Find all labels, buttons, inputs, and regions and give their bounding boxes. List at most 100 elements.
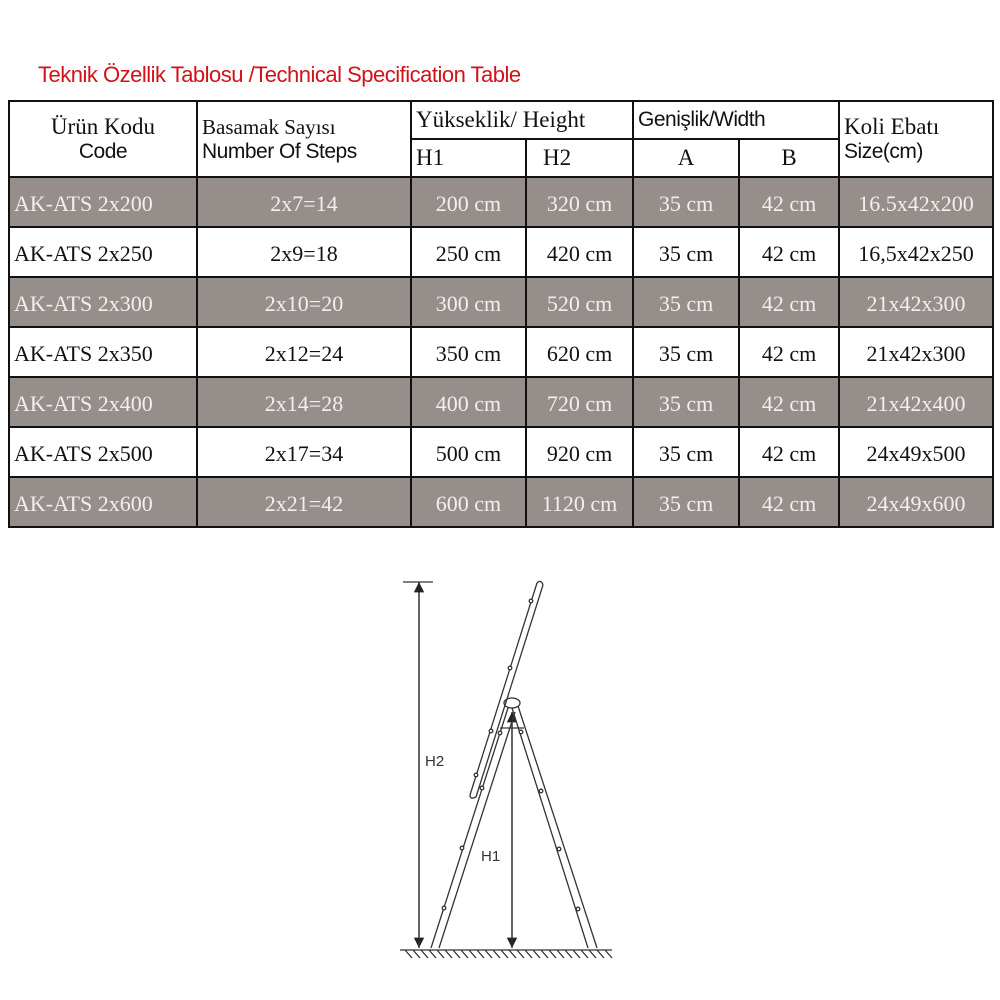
rung-rivet [488,728,494,734]
table-row: AK-ATS 2x600 2x21=42 600 cm 1120 cm 35 cm 42 … [8,476,995,528]
cell-code: AK-ATS 2x200 [8,176,198,228]
cell-b: 42 cm [738,226,841,278]
header-steps-tr: Basamak Sayısı [202,114,336,139]
cell-b: 42 cm [738,376,841,428]
cell-h2: 920 cm [524,426,635,478]
rung-rivet [575,906,581,912]
cell-b: 42 cm [738,426,841,478]
header-steps-en: Number Of Steps [202,139,357,163]
rung-rivet [479,785,485,791]
rung-rivet [459,845,465,851]
h1-label: H1 [481,848,500,865]
cell-code: AK-ATS 2x400 [8,376,198,428]
cell-steps: 2x14=28 [196,376,412,428]
cell-h1: 200 cm [410,176,527,228]
cell-steps: 2x21=42 [196,476,412,528]
cell-size: 24x49x500 [838,426,995,478]
cell-h1: 300 cm [410,276,527,328]
rung-rivet [473,772,479,778]
ground-hatch [588,949,597,959]
cell-steps: 2x10=20 [196,276,412,328]
ground-hatch [444,949,453,959]
cell-h2: 620 cm [524,326,635,378]
header-row-1: Ürün Kodu Code Basamak Sayısı Number Of St… [8,100,995,178]
ground-hatch [484,949,493,959]
header-box-size: Koli Ebatı Size(cm) [838,100,995,178]
cell-size: 24x49x600 [838,476,995,528]
ground-hatch [452,949,461,959]
cell-code: AK-ATS 2x350 [8,326,198,378]
cell-a: 35 cm [632,326,741,378]
page-title: Teknik Özellik Tablosu /Technical Specif… [38,62,521,87]
ground-hatch [580,949,589,959]
cell-h2: 720 cm [524,376,635,428]
rung-rivet [528,598,534,604]
ground-hatch [412,949,421,959]
spec-table: Ürün Kodu Code Basamak Sayısı Number Of St… [8,100,995,528]
cell-h1: 400 cm [410,376,527,428]
ground-hatch [508,949,517,959]
header-code-en: Code [78,140,128,163]
table-row: AK-ATS 2x200 2x7=14 200 cm 320 cm 35 cm 42 cm… [8,176,995,228]
cell-steps: 2x17=34 [196,426,412,478]
ground-hatch [596,949,605,959]
ground-hatch [436,949,445,959]
header-a: A [632,138,741,178]
cell-b: 42 cm [738,476,841,528]
a-frame-front [430,707,516,949]
ground-hatch [540,949,549,959]
rung-rivet [441,905,447,911]
hinge [503,697,521,709]
ground-hatching [404,949,613,959]
cell-code: AK-ATS 2x300 [8,276,198,328]
cell-h1: 250 cm [410,226,527,278]
cell-b: 42 cm [738,276,841,328]
cell-a: 35 cm [632,476,741,528]
header-row-2: H1 H2 A B [9,138,993,178]
cell-b: 42 cm [738,326,841,378]
cell-a: 35 cm [632,226,741,278]
cell-code: AK-ATS 2x250 [8,226,198,278]
cell-size: 21x42x300 [838,326,995,378]
cell-a: 35 cm [632,376,741,428]
ground-hatch [404,949,413,959]
header-width: Genişlik/Width [632,100,841,140]
table-row: AK-ATS 2x500 2x17=34 500 cm 920 cm 35 cm 42 c… [8,426,995,478]
ground-hatch [532,949,541,959]
ground-hatch [516,949,525,959]
ground-hatch [548,949,557,959]
header-code: Ürün Kodu Code [8,100,198,178]
cell-code: AK-ATS 2x600 [8,476,198,528]
cell-size: 21x42x300 [838,276,995,328]
cell-h2: 1120 cm [524,476,635,528]
rung-rivet [497,730,503,736]
header-box-tr: Koli Ebatı [844,114,940,139]
cell-b: 42 cm [738,176,841,228]
extension-ladder [469,580,544,799]
rung-rivet [518,729,524,735]
table-row: AK-ATS 2x300 2x10=20 300 cm 520 cm 35 cm 42 c… [8,276,995,328]
ground-hatch [500,949,509,959]
header-h1: H1 [410,138,527,178]
cell-steps: 2x7=14 [196,176,412,228]
ground-hatch [556,949,565,959]
table-row: AK-ATS 2x400 2x14=28 400 cm 720 cm 35 cm 42 c… [8,376,995,428]
cell-size: 16.5x42x200 [838,176,995,228]
cell-a: 35 cm [632,426,741,478]
cell-h2: 520 cm [524,276,635,328]
cell-h2: 320 cm [524,176,635,228]
cell-h1: 350 cm [410,326,527,378]
header-steps: Basamak Sayısı Number Of Steps [196,100,412,178]
cell-size: 16,5x42x250 [838,226,995,278]
rung-rivet [538,788,544,794]
ground-hatch [572,949,581,959]
header-b: B [738,138,841,178]
rung-rivets [441,598,581,912]
cell-steps: 2x12=24 [196,326,412,378]
header-box-en: Size(cm) [844,140,923,163]
cell-h1: 600 cm [410,476,527,528]
table-row: AK-ATS 2x250 2x9=18 250 cm 420 cm 35 cm 42 cm… [8,226,995,278]
header-code-tr: Ürün Kodu [50,114,156,139]
ground-hatch [420,949,429,959]
